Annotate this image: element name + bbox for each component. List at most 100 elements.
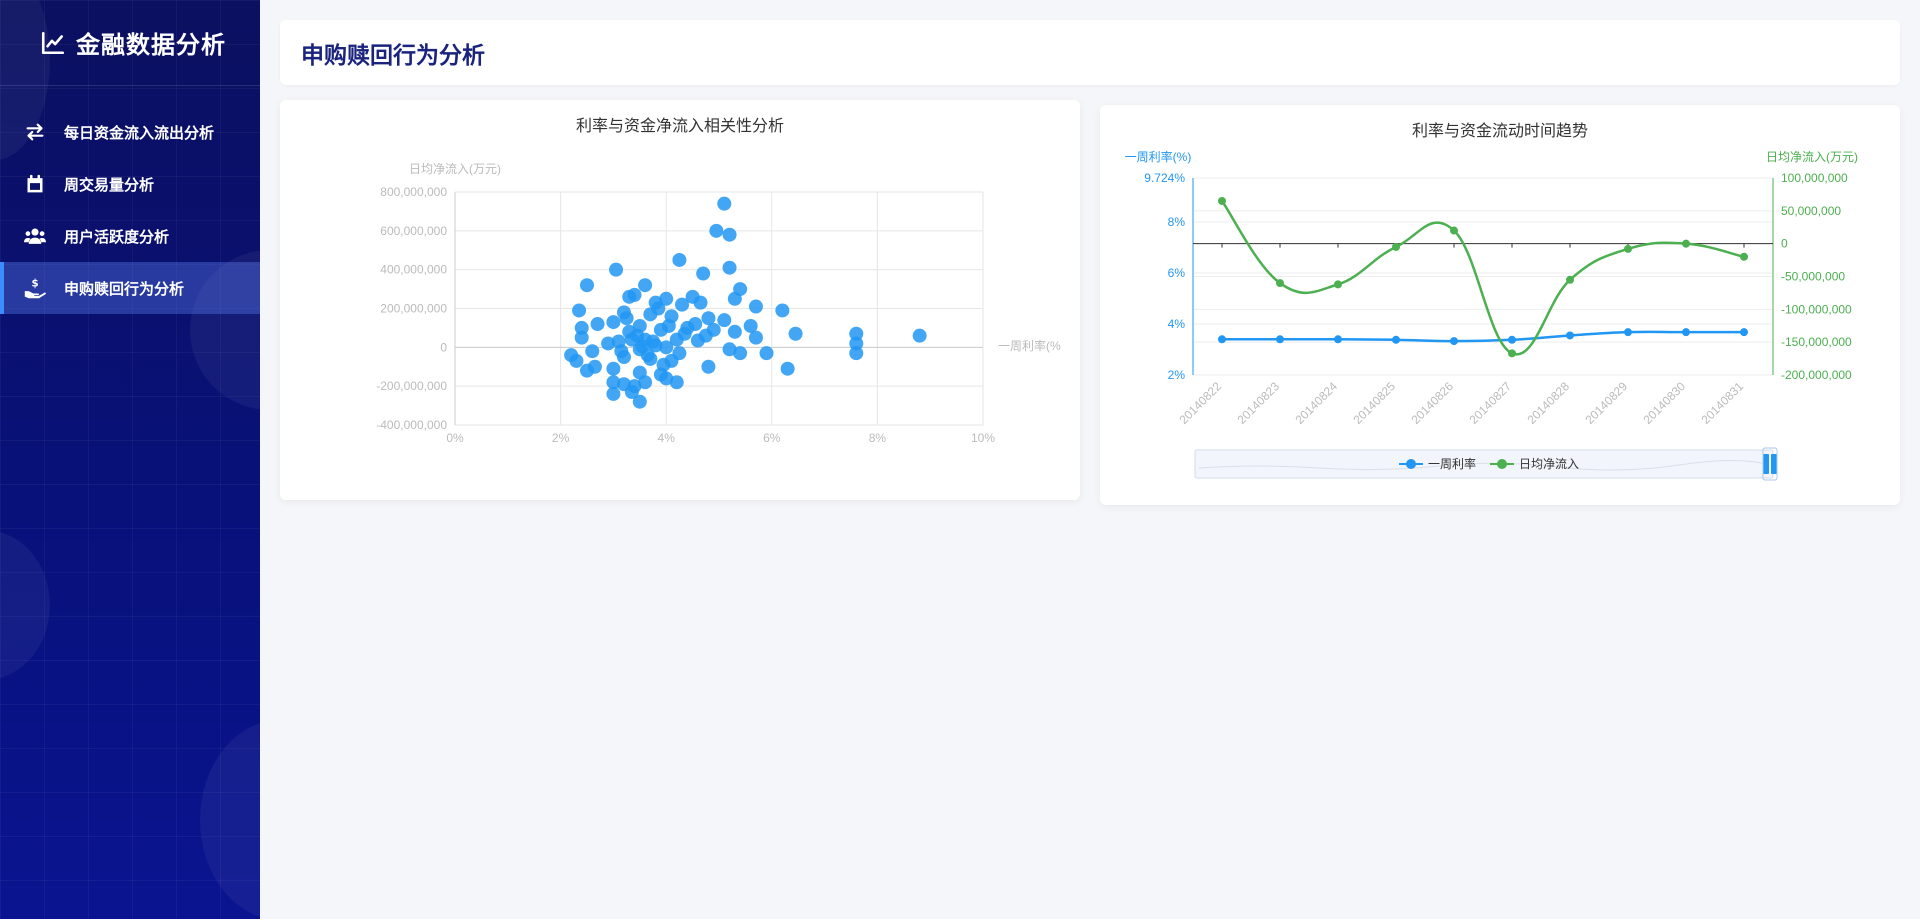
right-tick-label: -50,000,000: [1781, 270, 1845, 284]
rate-point: [1334, 335, 1342, 344]
scatter-point: [675, 297, 690, 312]
scatter-point: [569, 353, 584, 368]
left-tick-label: 9.724%: [1144, 171, 1185, 185]
x-tick-label: 20140824: [1292, 379, 1340, 427]
net-inflow-point: [1450, 226, 1458, 235]
scatter-point: [606, 315, 621, 330]
rate-point: [1740, 328, 1748, 337]
scatter-point: [590, 317, 605, 332]
scatter-point: [722, 227, 737, 242]
scatter-point: [849, 346, 864, 361]
left-axis-label: 一周利率(%): [1125, 149, 1192, 164]
x-tick-label: 20140828: [1524, 379, 1572, 427]
x-tick-label: 6%: [763, 431, 781, 445]
scatter-point: [722, 342, 737, 357]
scatter-point: [606, 375, 621, 390]
right-tick-label: -100,000,000: [1781, 302, 1852, 316]
scatter-point: [701, 311, 716, 326]
scatter-point: [659, 291, 674, 306]
chart-title: 利率与资金流动时间趋势: [1412, 122, 1588, 140]
rate-point: [1682, 328, 1690, 337]
scatter-point: [572, 303, 587, 318]
scatter-point: [698, 328, 713, 343]
sidebar: 金融数据分析 每日资金流入流出分析 周交易量分析: [0, 0, 260, 919]
scatter-point: [849, 326, 864, 341]
scatter-point: [912, 328, 927, 343]
page-header: 申购赎回行为分析: [280, 20, 1900, 85]
sidebar-item-label: 申购赎回行为分析: [64, 279, 185, 298]
right-tick-label: -200,000,000: [1781, 368, 1852, 382]
swap-arrows-icon: [24, 121, 46, 143]
sidebar-item-daily-flow[interactable]: 每日资金流入流出分析: [0, 106, 260, 158]
scatter-point: [638, 375, 653, 390]
scatter-point: [717, 196, 732, 211]
y-tick-label: -400,000,000: [376, 418, 447, 432]
scatter-point: [748, 299, 763, 314]
scatter-point: [659, 371, 674, 386]
scatter-point: [672, 252, 687, 267]
scatter-point: [727, 324, 742, 339]
net-inflow-point: [1276, 279, 1284, 288]
scatter-point: [659, 340, 674, 355]
app-title: 金融数据分析: [76, 31, 226, 59]
x-tick-label: 10%: [971, 431, 995, 445]
x-axis-label: 一周利率(%: [998, 338, 1061, 353]
scatter-point: [701, 359, 716, 374]
net-inflow-point: [1740, 252, 1748, 261]
rate-point: [1218, 335, 1226, 344]
left-tick-label: 2%: [1168, 368, 1186, 382]
users-icon: [24, 225, 46, 247]
x-tick-label: 20140831: [1698, 379, 1746, 427]
series-line-net-inflow: [1220, 200, 1745, 356]
scatter-point: [585, 344, 600, 359]
scatter-point: [688, 317, 703, 332]
line-chart-icon: [41, 31, 65, 54]
scatter-point: [656, 357, 671, 372]
scatter-point: [748, 330, 763, 345]
page-title: 申购赎回行为分析: [301, 42, 485, 69]
scatter-chart-card: 利率与资金净流入相关性分析 日均净流入(万元) 一周利率(% 800,000,000 6…: [280, 100, 1080, 500]
brand-header[interactable]: 金融数据分析: [0, 0, 260, 86]
left-tick-label: 8%: [1168, 215, 1186, 229]
scatter-point: [601, 336, 616, 351]
scatter-point: [727, 291, 742, 306]
series-line-rate: [1222, 330, 1744, 343]
x-tick-label: 2%: [552, 431, 570, 445]
scatter-point: [638, 278, 653, 293]
scatter-point: [574, 320, 589, 335]
net-inflow-point: [1566, 275, 1574, 284]
sidebar-menu: 每日资金流入流出分析 周交易量分析: [0, 106, 260, 314]
x-tick-label: 20140829: [1582, 379, 1630, 427]
datazoom-handle[interactable]: [1763, 454, 1769, 474]
datazoom-handle[interactable]: [1771, 454, 1777, 474]
sidebar-item-user-activity[interactable]: 用户活跃度分析: [0, 210, 260, 262]
scatter-point: [717, 313, 732, 328]
scatter-point: [646, 334, 660, 349]
x-tick-label: 8%: [869, 431, 887, 445]
scatter-point: [651, 301, 666, 316]
sidebar-item-weekly-volume[interactable]: 周交易量分析: [0, 158, 260, 210]
y-tick-label: 400,000,000: [380, 263, 447, 277]
y-tick-label: 800,000,000: [380, 185, 447, 199]
rate-point: [1392, 335, 1400, 344]
right-tick-label: 50,000,000: [1781, 204, 1841, 218]
rate-point: [1624, 328, 1632, 337]
sidebar-item-subscription-redemption[interactable]: $ 申购赎回行为分析: [0, 262, 260, 314]
scatter-point: [622, 289, 637, 304]
scatter-point: [632, 394, 647, 409]
right-tick-label: -150,000,000: [1781, 335, 1852, 349]
scatter-point: [677, 326, 692, 341]
scatter-point: [635, 339, 650, 354]
legend-marker-net-inflow: [1497, 459, 1507, 469]
net-inflow-point: [1218, 196, 1226, 205]
sidebar-item-label: 用户活跃度分析: [64, 227, 170, 246]
rate-point: [1508, 335, 1516, 344]
legend-marker-rate: [1406, 459, 1416, 469]
scatter-point: [624, 384, 639, 399]
rate-point: [1450, 337, 1458, 346]
rate-point: [1566, 331, 1574, 340]
x-tick-label: 20140827: [1466, 379, 1514, 427]
scatter-point: [722, 260, 737, 275]
